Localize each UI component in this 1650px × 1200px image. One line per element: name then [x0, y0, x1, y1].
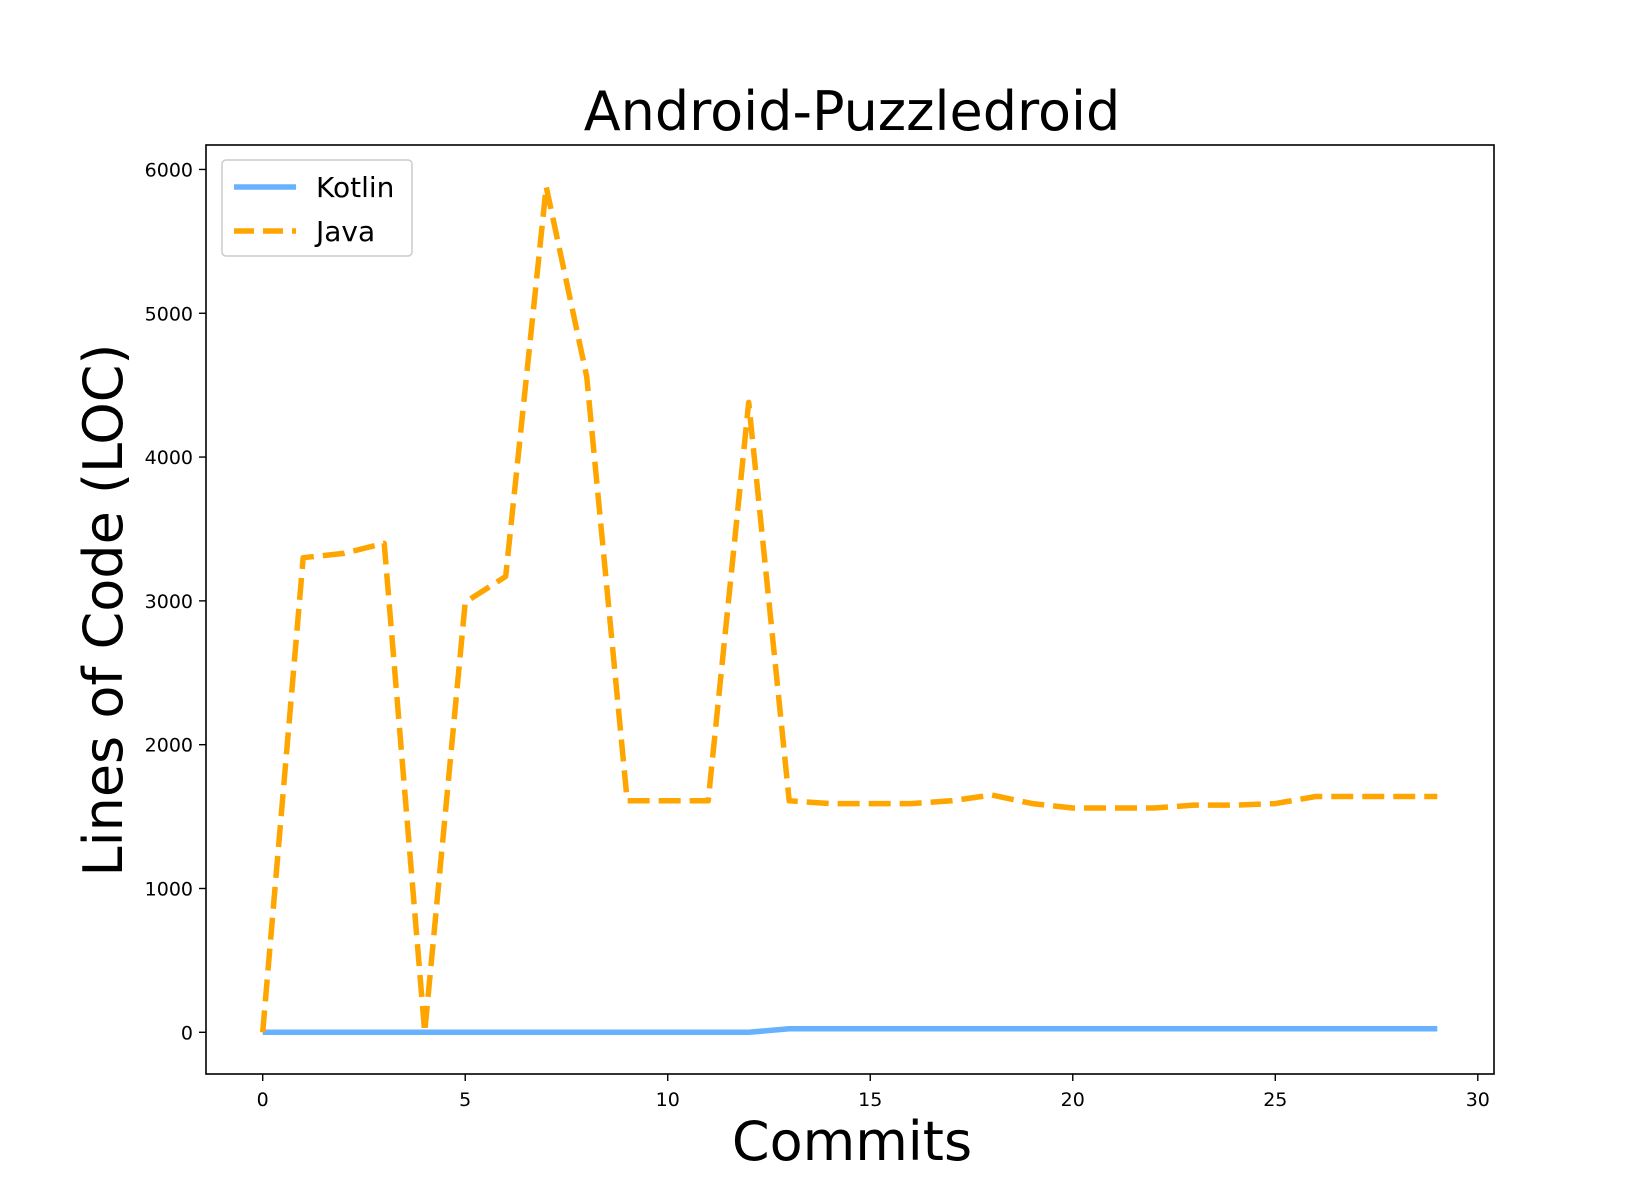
y-axis-label: Lines of Code (LOC): [72, 344, 135, 877]
plot-area: [205, 144, 1495, 1075]
legend-label-kotlin: Kotlin: [316, 171, 394, 204]
x-tick-label: 15: [858, 1089, 882, 1111]
x-tick-label: 10: [656, 1089, 680, 1111]
y-tick-label: 4000: [145, 447, 193, 469]
y-tick-label: 6000: [145, 159, 193, 181]
series-line-java: [259, 183, 1438, 1036]
y-tick-label: 1000: [145, 878, 193, 900]
plot-frame: [205, 144, 1495, 1075]
x-tick-label: 30: [1466, 1089, 1490, 1111]
y-tick-label: 5000: [145, 303, 193, 325]
x-tick-label: 5: [459, 1089, 471, 1111]
x-tick-label: 20: [1061, 1089, 1085, 1111]
x-tick-label: 25: [1263, 1089, 1287, 1111]
x-axis: 0 5 10 15 20 25 30: [257, 1074, 1490, 1111]
legend-label-java: Java: [314, 215, 375, 248]
y-axis: 0 1000 2000 3000 4000 5000 6000: [145, 159, 206, 1044]
y-tick-label: 2000: [145, 735, 193, 757]
series-line-kotlin: [262, 1026, 1438, 1036]
series-group: [259, 183, 1438, 1036]
chart-title: Android-Puzzledroid: [584, 80, 1121, 143]
x-tick-label: 0: [257, 1089, 269, 1111]
legend: Kotlin Java: [221, 159, 413, 257]
y-tick-label: 0: [181, 1022, 193, 1044]
y-tick-label: 3000: [145, 591, 193, 613]
x-axis-label: Commits: [732, 1110, 972, 1173]
